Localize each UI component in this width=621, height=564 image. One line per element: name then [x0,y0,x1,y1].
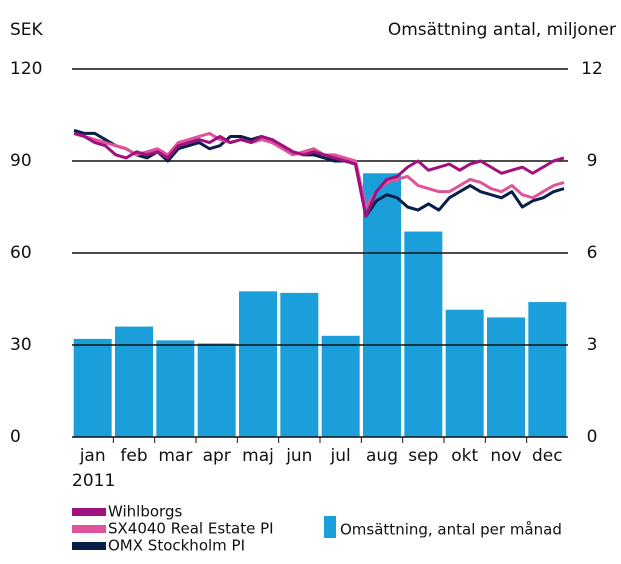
bar [114,326,154,437]
x-tick-label: mar [158,446,192,466]
x-tick-label: feb [120,446,147,466]
bar [486,317,526,437]
y2-tick-label: 0 [587,427,598,447]
legend-label: OMX Stockholm PI [108,537,245,555]
y-tick-label: 60 [10,243,32,263]
x-tick-label: dec [532,446,563,466]
bar [280,292,319,437]
x-tick-label: sep [408,446,438,466]
x-axis-title: 2011 [72,471,115,491]
bar [73,338,112,437]
legend-label: Omsättning, antal per månad [340,521,562,539]
x-tick-label: aug [366,446,398,466]
bar [362,173,402,437]
y2-tick-label: 12 [581,59,603,79]
y-axis-title: SEK [10,20,44,40]
bar [156,340,195,437]
y2-axis-title: Omsättning antal, miljoner [388,20,616,40]
legend-label: SX4040 Real Estate PI [108,520,274,538]
y-tick-label: 120 [10,59,42,79]
x-tick-label: maj [242,446,274,466]
y2-tick-label: 3 [587,335,598,355]
legend-swatch [72,542,106,550]
bar [528,302,567,437]
legend-label: Wihlborgs [108,503,182,521]
bar [321,335,360,437]
bar [197,343,236,437]
y2-tick-label: 9 [587,151,598,171]
line [73,128,565,218]
bar [404,231,443,437]
x-tick-label: jan [79,446,106,466]
x-tick-label: jul [330,446,351,466]
y-tick-label: 0 [10,427,21,447]
legend-swatch [72,508,106,516]
legend-swatch [324,516,336,538]
x-tick-label: apr [203,446,231,466]
x-tick-label: okt [451,446,478,466]
y-tick-label: 30 [10,335,32,355]
y-tick-label: 90 [10,151,32,171]
bar [238,291,278,437]
line [73,131,565,218]
bar [445,309,484,437]
y2-tick-label: 6 [587,243,598,263]
x-tick-label: jun [285,446,312,466]
x-tick-label: nov [490,446,521,466]
legend-swatch [72,525,106,533]
